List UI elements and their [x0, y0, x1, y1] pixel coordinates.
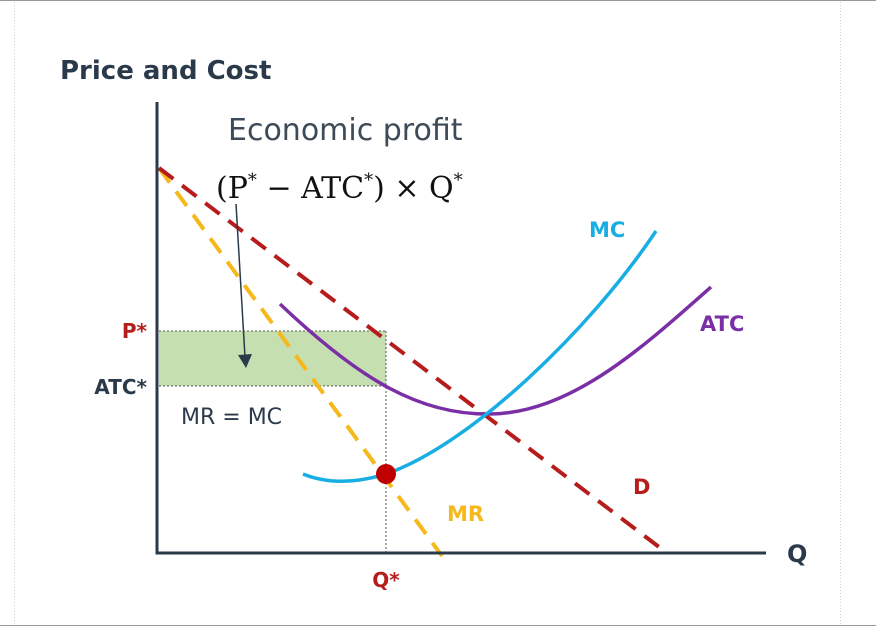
- annotation-arrow-line: [235, 203, 246, 358]
- profit-max-point: [376, 464, 396, 484]
- formula-quantity: Q: [429, 171, 454, 206]
- economic-profit-label: Economic profit: [228, 113, 463, 148]
- quantity-label: Q*: [372, 568, 400, 592]
- diagram-title: Price and Cost: [60, 56, 271, 86]
- formula-quantity-star: *: [454, 170, 463, 191]
- formula-open-paren: (: [216, 171, 228, 206]
- atc-star-label: ATC*: [94, 375, 147, 399]
- formula-atc: ATC: [300, 171, 364, 206]
- formula-close-times: ) ×: [373, 171, 429, 206]
- x-axis-label: Q: [787, 540, 807, 568]
- annotation-arrow-head: [238, 354, 252, 368]
- marginal-cost-curve: [302, 230, 658, 483]
- formula-price-star: *: [248, 170, 257, 191]
- mc-label: MC: [589, 218, 625, 242]
- demand-label: D: [633, 475, 650, 499]
- formula-minus: −: [257, 171, 301, 206]
- economic-profit-area: [159, 331, 386, 386]
- formula-price: P: [228, 171, 248, 206]
- formula-atc-star: *: [364, 170, 373, 191]
- average-total-cost-curve: [278, 285, 713, 416]
- marginal-revenue-curve: [157, 166, 444, 558]
- demand-curve: [157, 166, 665, 552]
- axes: [155, 102, 766, 555]
- price-label: P*: [122, 319, 148, 343]
- economic-profit-formula: (P* − ATC*) × Q*: [216, 170, 463, 206]
- atc-label: ATC: [700, 312, 744, 336]
- mr-equals-mc-label: MR = MC: [181, 405, 282, 430]
- mr-label: MR: [447, 502, 484, 526]
